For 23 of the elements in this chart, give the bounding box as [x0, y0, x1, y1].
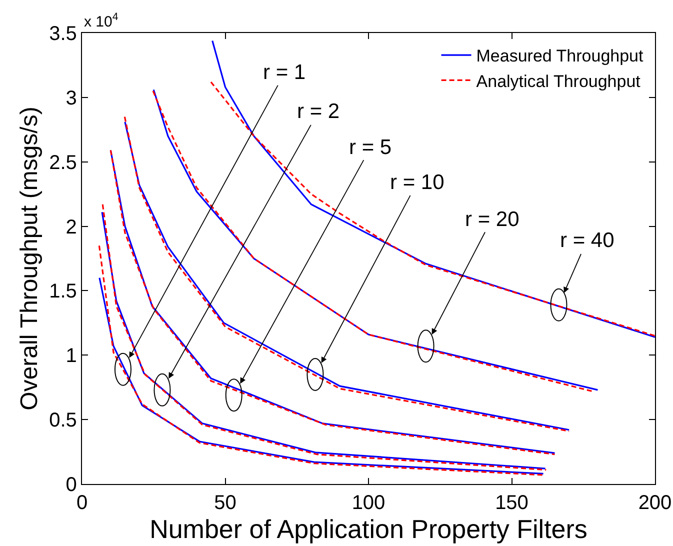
y-tick-label: 1.5	[49, 280, 77, 303]
x-tick-label: 150	[495, 492, 528, 514]
legend-label: Analytical Throughput	[476, 72, 641, 91]
annotation: r = 5	[349, 136, 392, 159]
x-tick-label: 50	[214, 492, 236, 514]
x-tick-label: 200	[638, 492, 672, 514]
annotation: r = 1	[263, 61, 306, 84]
x-axis-title: Number of Application Property Filters	[150, 514, 588, 544]
y-tick-label: 3	[66, 87, 77, 110]
annotation: r = 40	[560, 229, 614, 252]
y-tick-label: 2.5	[49, 152, 77, 174]
annotation: r = 20	[465, 208, 520, 231]
annotation: r = 2	[297, 100, 340, 123]
y-tick-label: 0	[66, 474, 77, 496]
legend-label: Measured Throughput	[476, 46, 644, 66]
y-tick-label: 0.5	[49, 410, 77, 432]
x-tick-label: 100	[352, 492, 386, 514]
y-tick-label: 1	[66, 345, 77, 368]
y-axis-title: Overall Throughput (msgs/s)	[16, 106, 44, 410]
text: x 10$^{4}$	[84, 11, 118, 30]
y-tick-label: 2	[66, 216, 77, 238]
annotation: r = 10	[390, 171, 444, 194]
y-tick-label: 3.5	[49, 23, 77, 45]
